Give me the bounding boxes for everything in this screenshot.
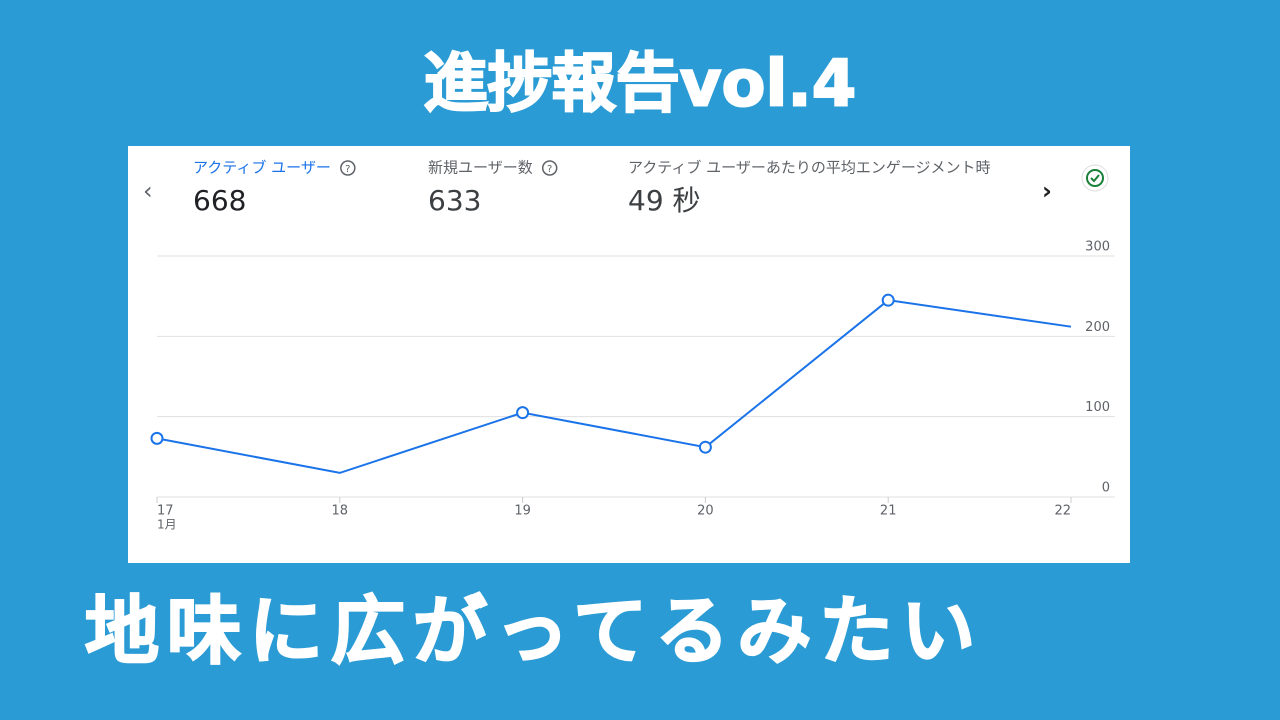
- x-tick-label: 19: [514, 504, 531, 519]
- y-tick-label: 0: [1102, 481, 1110, 496]
- y-tick-label: 200: [1085, 320, 1110, 335]
- x-sublabel: 1月: [157, 518, 177, 532]
- status-badge[interactable]: [1081, 164, 1109, 192]
- check-icon: [1086, 169, 1104, 187]
- x-tick-label: 20: [697, 504, 714, 519]
- x-tick-label: 21: [880, 504, 897, 519]
- help-mark: ?: [547, 164, 552, 175]
- metric-label: アクティブ ユーザー: [193, 159, 331, 177]
- point-marker: [698, 440, 712, 454]
- y-tick-label: 300: [1085, 240, 1110, 255]
- point-marker: [150, 431, 164, 445]
- check-mark: [1090, 174, 1100, 183]
- metric-value: 633: [428, 184, 481, 217]
- x-tick-label: 18: [332, 504, 349, 519]
- caption: 地味に広がってるみたい: [85, 589, 983, 675]
- panel: [128, 146, 1130, 563]
- prev-arrow[interactable]: ‹: [143, 177, 153, 205]
- help-mark: ?: [345, 164, 350, 175]
- point-marker: [516, 406, 530, 420]
- title: 進捗報告vol.4: [424, 48, 856, 122]
- data-line: [156, 299, 1072, 474]
- point-marker: [881, 293, 895, 307]
- y-tick-label: 100: [1085, 400, 1110, 415]
- metric-label: アクティブ ユーザーあたりの平均エンゲージメント時: [628, 159, 991, 177]
- help-icon: [541, 160, 558, 176]
- metric-value: 49 秒: [628, 184, 701, 217]
- next-arrow[interactable]: ›: [1042, 177, 1052, 205]
- x-tick-label: 22: [1054, 504, 1071, 519]
- help-icon: [340, 160, 356, 176]
- x-tick-label: 17: [157, 504, 174, 519]
- metric-label: 新規ユーザー数: [428, 159, 533, 177]
- metric-value: 668: [193, 184, 246, 217]
